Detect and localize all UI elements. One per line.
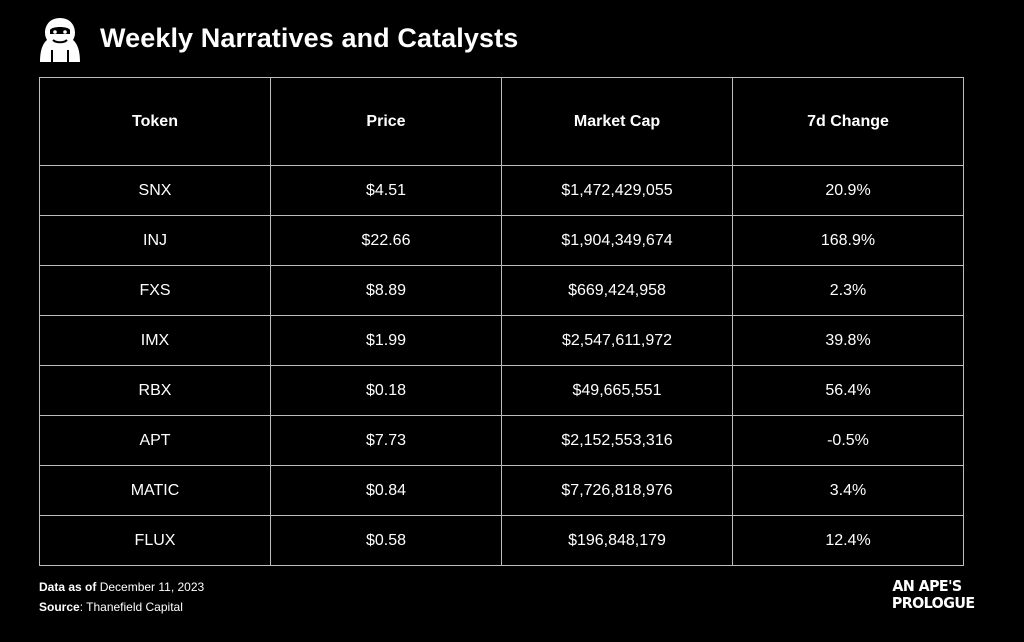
market-cap-cell: $2,152,553,316 (501, 415, 733, 466)
price-cell: $8.89 (270, 265, 502, 316)
token-cell: INJ (39, 215, 271, 266)
change-cell: 168.9% (732, 215, 964, 266)
market-cap-cell: $7,726,818,976 (501, 465, 733, 516)
price-cell: $22.66 (270, 215, 502, 266)
table-row: INJ $22.66 $1,904,349,674 168.9% (39, 215, 964, 266)
source-label: Source (39, 600, 80, 614)
token-table: Token Price Market Cap 7d Change SNX $4.… (39, 77, 964, 566)
brand-line-1: AN APE'S (892, 577, 962, 595)
table-row: IMX $1.99 $2,547,611,972 39.8% (39, 315, 964, 366)
change-cell: 39.8% (732, 315, 964, 366)
price-cell: $0.58 (270, 515, 502, 566)
token-cell: RBX (39, 365, 271, 416)
price-cell: $0.18 (270, 365, 502, 416)
change-cell: 56.4% (732, 365, 964, 416)
token-cell: IMX (39, 315, 271, 366)
table-row: MATIC $0.84 $7,726,818,976 3.4% (39, 465, 964, 516)
token-cell: SNX (39, 165, 271, 216)
change-cell: 2.3% (732, 265, 964, 316)
token-cell: MATIC (39, 465, 271, 516)
table-row: APT $7.73 $2,152,553,316 -0.5% (39, 415, 964, 466)
market-cap-cell: $669,424,958 (501, 265, 733, 316)
table-header-row: Token Price Market Cap 7d Change (39, 77, 964, 166)
column-header-token: Token (39, 77, 271, 166)
market-cap-cell: $1,472,429,055 (501, 165, 733, 216)
market-cap-cell: $49,665,551 (501, 365, 733, 416)
brand-logo: AN APE'S PROLOGUE (891, 577, 975, 612)
change-cell: 20.9% (732, 165, 964, 216)
source-note: Source: Thanefield Capital (39, 600, 183, 614)
token-cell: FLUX (39, 515, 271, 566)
column-header-market-cap: Market Cap (501, 77, 733, 166)
ape-head-icon (38, 16, 82, 64)
price-cell: $1.99 (270, 315, 502, 366)
table-row: FLUX $0.58 $196,848,179 12.4% (39, 515, 964, 566)
column-header-7d-change: 7d Change (732, 77, 964, 166)
market-cap-cell: $196,848,179 (501, 515, 733, 566)
table-row: SNX $4.51 $1,472,429,055 20.9% (39, 165, 964, 216)
source-value: : Thanefield Capital (79, 600, 183, 614)
price-cell: $0.84 (270, 465, 502, 516)
change-cell: 12.4% (732, 515, 964, 566)
price-cell: $7.73 (270, 415, 502, 466)
token-cell: FXS (39, 265, 271, 316)
market-cap-cell: $1,904,349,674 (501, 215, 733, 266)
change-cell: -0.5% (732, 415, 964, 466)
brand-line-2: PROLOGUE (891, 594, 975, 612)
date-value: December 11, 2023 (96, 580, 205, 594)
date-label: Data as of (39, 580, 97, 594)
data-date-note: Data as of December 11, 2023 (39, 580, 204, 594)
market-cap-cell: $2,547,611,972 (501, 315, 733, 366)
column-header-price: Price (270, 77, 502, 166)
token-cell: APT (39, 415, 271, 466)
table-row: RBX $0.18 $49,665,551 56.4% (39, 365, 964, 416)
price-cell: $4.51 (270, 165, 502, 216)
table-row: FXS $8.89 $669,424,958 2.3% (39, 265, 964, 316)
change-cell: 3.4% (732, 465, 964, 516)
page-title: Weekly Narratives and Catalysts (100, 23, 519, 53)
